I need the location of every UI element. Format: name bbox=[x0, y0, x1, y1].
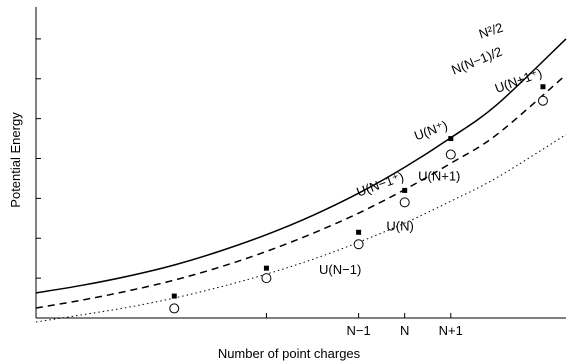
y-axis-label: Potential Energy bbox=[8, 112, 23, 208]
x-ticks: N−1 N N+1 bbox=[265, 313, 463, 338]
circle-marker bbox=[169, 303, 180, 314]
annotation-label: U(N+1) bbox=[418, 168, 460, 183]
circle-marker bbox=[399, 197, 410, 208]
circle-marker bbox=[445, 149, 456, 160]
x-axis-label: Number of point charges bbox=[218, 346, 361, 361]
x-tick-label: N+1 bbox=[439, 323, 463, 338]
annotations: N²/2N(N−1)/2U(N+1⁺) U(N⁺) U(N+1) U(N−1⁺) U(N… bbox=[319, 20, 544, 277]
square-marker bbox=[263, 265, 269, 271]
x-tick-label: N bbox=[400, 323, 409, 338]
square-marker bbox=[402, 187, 408, 193]
circle-marker bbox=[261, 273, 272, 284]
series-line-dashed bbox=[35, 74, 567, 309]
series-line-solid bbox=[35, 38, 567, 294]
y-ticks bbox=[36, 38, 41, 279]
annotation-label: N(N−1)/2 bbox=[449, 44, 504, 78]
square-marker bbox=[356, 229, 362, 235]
square-marker bbox=[448, 136, 454, 142]
annotation-label: U(N−1) bbox=[319, 262, 361, 277]
points bbox=[169, 84, 548, 314]
series-line-dotted bbox=[35, 134, 567, 323]
x-tick-label: N−1 bbox=[346, 323, 370, 338]
annotation-label: U(N−1⁺) bbox=[354, 169, 405, 200]
curves bbox=[35, 38, 567, 323]
circle-marker bbox=[353, 239, 364, 250]
annotation-label: U(N) bbox=[386, 218, 413, 233]
annotation-label: U(N+1⁺) bbox=[493, 65, 544, 96]
circle-marker bbox=[537, 95, 548, 106]
annotation-label: N²/2 bbox=[477, 20, 505, 42]
square-marker bbox=[171, 293, 177, 299]
square-marker bbox=[540, 84, 546, 90]
annotation-label: U(N⁺) bbox=[412, 117, 449, 143]
